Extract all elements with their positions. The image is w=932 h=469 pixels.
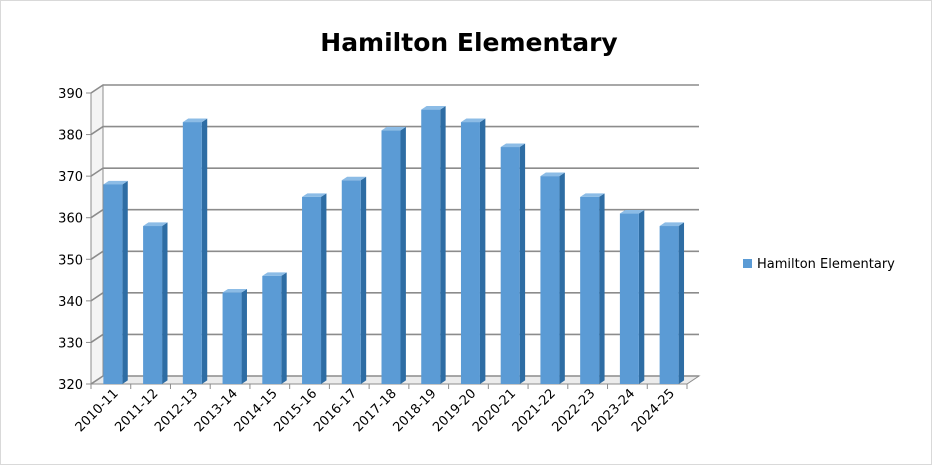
bar-top: [421, 106, 446, 110]
bar: [460, 118, 486, 384]
legend: Hamilton Elementary: [743, 257, 895, 272]
bar: [262, 272, 287, 384]
bar-side: [241, 288, 247, 384]
y-tick-label: 370: [58, 170, 83, 185]
y-tick-label: 390: [58, 87, 83, 102]
bar-side: [360, 176, 367, 384]
bar-side: [201, 118, 208, 384]
x-tick-label: 2024-25: [629, 386, 678, 435]
bars: [103, 106, 685, 385]
bar-top: [143, 222, 168, 227]
bar-front: [500, 147, 520, 384]
bar: [619, 209, 645, 384]
bar-top: [262, 272, 287, 276]
bar: [500, 143, 526, 384]
bar-top: [500, 143, 526, 148]
bar-front: [302, 196, 322, 384]
gridline: [90, 375, 699, 385]
bar-side: [400, 126, 406, 385]
bar: [222, 288, 247, 384]
bar-front: [460, 122, 480, 384]
bar-side: [678, 222, 685, 384]
bar-side: [559, 172, 565, 384]
bar-front: [659, 226, 679, 384]
bar: [381, 126, 406, 385]
y-axis: 320 330 340 350 360 370 380 390: [58, 87, 92, 393]
bar: [421, 106, 446, 385]
bar-top: [381, 126, 406, 131]
gridline: [90, 250, 699, 260]
bar-front: [262, 275, 282, 384]
x-axis: 2010-112011-122012-132013-142014-152015-…: [73, 383, 688, 435]
bar-front: [222, 292, 242, 384]
bar-side: [440, 106, 446, 385]
y-tick-label: 340: [58, 295, 83, 310]
bar-front: [341, 180, 361, 384]
gridline: [90, 333, 699, 344]
bar: [580, 193, 605, 384]
bar-side: [519, 143, 526, 384]
bar-front: [421, 109, 441, 384]
legend-swatch: [743, 259, 752, 268]
y-tick-label: 350: [58, 253, 83, 268]
gridline: [90, 167, 699, 177]
bar: [540, 172, 565, 384]
bar-side: [162, 222, 168, 384]
bar-front: [619, 213, 639, 384]
gridline: [90, 84, 699, 94]
bar-side: [321, 193, 327, 384]
y-tick-label: 320: [58, 378, 83, 393]
bar: [143, 222, 168, 384]
bar-top: [659, 222, 685, 227]
bar-top: [341, 176, 367, 181]
gridline: [90, 292, 699, 302]
bar: [103, 180, 128, 384]
bar: [182, 118, 208, 384]
bar-top: [302, 193, 327, 197]
bar-top: [619, 209, 645, 214]
bar-top: [460, 118, 486, 123]
bar-front: [381, 130, 401, 384]
bar-front: [143, 226, 163, 384]
bar: [341, 176, 367, 384]
y-tick-label: 330: [58, 336, 83, 351]
gridline: [90, 208, 699, 219]
chart-title: Hamilton Elementary: [320, 28, 617, 57]
y-tick-label: 380: [58, 129, 83, 144]
bar-front: [103, 184, 123, 384]
bar-front: [580, 196, 600, 384]
bar-front: [182, 122, 202, 384]
bar: [302, 193, 327, 384]
bar: [659, 222, 685, 384]
bar-side: [599, 193, 605, 384]
bar-side: [638, 209, 645, 384]
legend-label: Hamilton Elementary: [757, 257, 895, 272]
bar-top: [182, 118, 208, 123]
bar-front: [540, 176, 560, 384]
bar-top: [580, 193, 605, 197]
bar-top: [222, 288, 247, 293]
y-tick-label: 360: [58, 212, 83, 227]
bar-side: [479, 118, 486, 384]
bar-side: [281, 272, 287, 384]
gridlines: [90, 84, 699, 385]
bar-side: [122, 180, 128, 384]
gridline: [90, 125, 699, 136]
bar-top: [540, 172, 565, 177]
bar-top: [103, 180, 128, 185]
